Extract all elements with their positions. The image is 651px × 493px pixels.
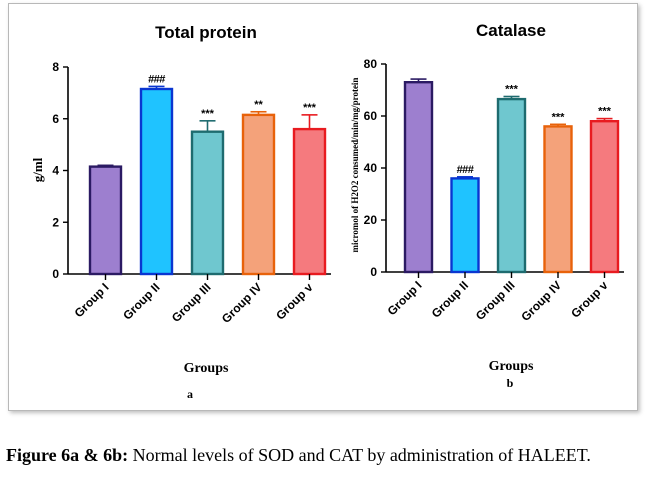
chart-b-bar [403, 80, 434, 274]
chart-b-bar [496, 97, 527, 274]
chart-a-x-tick-label: Group v [273, 280, 316, 323]
chart-b-x-tick-label: Group IV [518, 278, 564, 324]
chart-a-significance-label: ** [254, 99, 263, 111]
chart-b-x-tick-label: Group I [385, 278, 425, 318]
chart-a-y-tick-label: 0 [52, 267, 59, 281]
chart-b-y-tick-label: 40 [364, 161, 378, 175]
chart-b-title: Catalase [476, 21, 546, 40]
chart-a-x-tick-label: Group I [72, 280, 112, 320]
chart-b-x-tick-label: Group II [429, 278, 471, 320]
chart-b-y-tick-label: 0 [370, 265, 377, 279]
chart-a-y-axis-label: g/ml [30, 157, 45, 182]
chart-a-y-tick-label: 6 [52, 112, 59, 126]
chart-b-significance-label: *** [505, 84, 519, 96]
chart-a-y-tick-label: 2 [52, 215, 59, 229]
chart-a-bar [190, 130, 225, 276]
chart-b-x-tick-label: Group v [568, 278, 611, 321]
chart-b-y-tick-label: 20 [364, 213, 378, 227]
chart-a-title: Total protein [155, 23, 257, 42]
figure-caption: Figure 6a & 6b: Normal levels of SOD and… [6, 444, 636, 467]
chart-a-x-tick-label: Group III [169, 280, 214, 325]
chart-a-panel-label: a [187, 387, 193, 401]
chart-b-y-axis-label: micromol of H2O2 consumed/min/mg/protein [350, 78, 360, 253]
chart-a-significance-label: ### [148, 73, 165, 85]
chart-a-bar [88, 165, 123, 276]
chart-a-bar [241, 113, 276, 276]
chart-a-y-tick-label: 4 [52, 164, 59, 178]
chart-a-significance-label: *** [303, 102, 317, 114]
chart-a-bar [292, 127, 327, 276]
chart-b-significance-label: ### [457, 164, 474, 176]
chart-b-bar [543, 125, 573, 274]
chart-b-significance-label: *** [598, 106, 612, 118]
chart-b-x-axis-label: Groups [489, 359, 534, 374]
caption-label: Figure 6a & 6b: [6, 445, 129, 465]
chart-a-significance-label: *** [201, 108, 215, 120]
chart-b-y-tick-label: 80 [364, 57, 378, 71]
caption-text: Normal levels of SOD and CAT by administ… [132, 445, 591, 465]
chart-b-x-tick-label: Group III [473, 278, 518, 323]
chart-b-significance-label: *** [552, 111, 566, 123]
chart-b-y-tick-label: 60 [364, 109, 378, 123]
chart-a-bar [139, 87, 174, 276]
chart-b-bar [450, 177, 480, 274]
chart-a-x-tick-label: Group II [120, 280, 162, 322]
chart-a-x-axis-label: Groups [184, 361, 229, 376]
chart-a-x-tick-label: Group IV [219, 280, 265, 326]
chart-b-bar [589, 119, 620, 274]
chart-b-panel-label: b [507, 376, 514, 390]
chart-a-y-tick-label: 8 [52, 60, 59, 74]
